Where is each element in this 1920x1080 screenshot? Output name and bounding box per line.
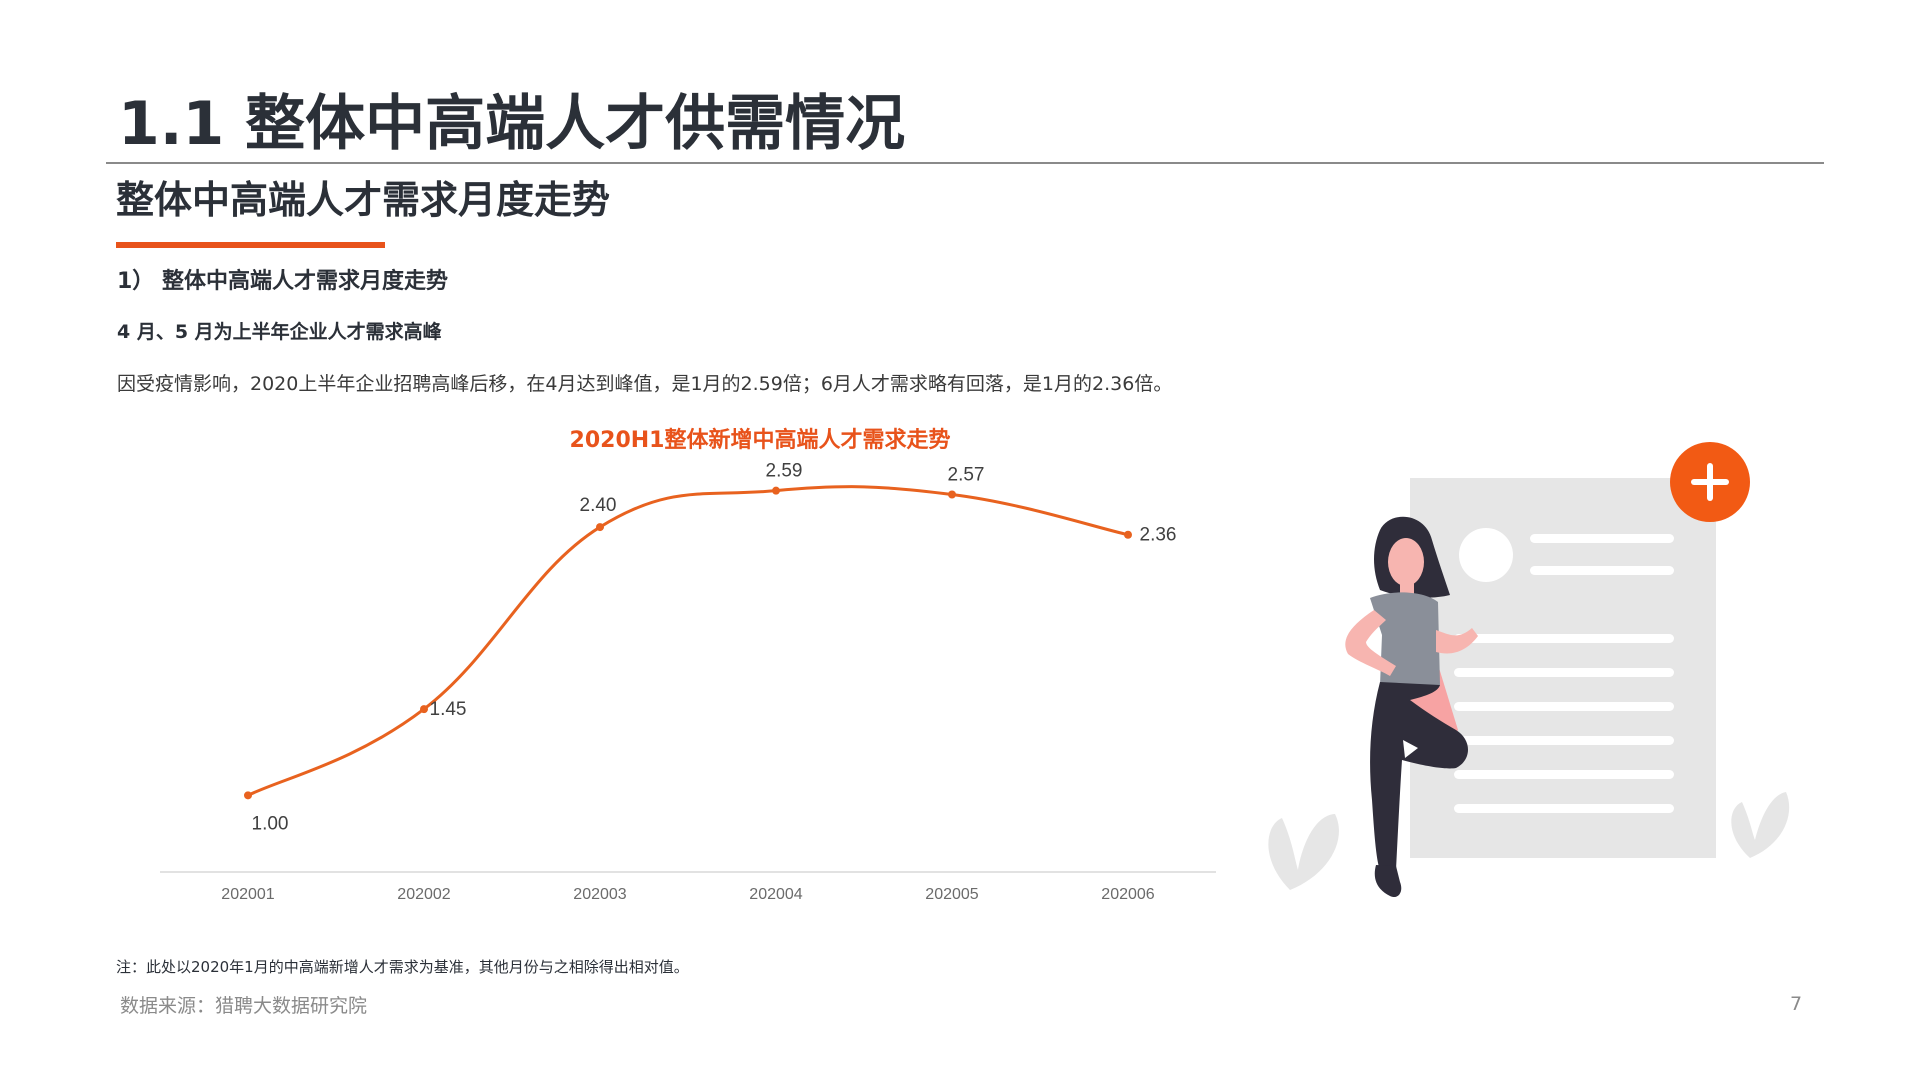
data-point-202006 — [1124, 530, 1132, 539]
series-line — [247, 485, 1129, 797]
x-tick-label-202002: 202002 — [397, 886, 450, 903]
document-icon — [1410, 478, 1716, 858]
section-heading: 1） 整体中高端人才需求月度走势 — [117, 269, 448, 294]
page-number: 7 — [1790, 993, 1803, 1015]
data-point-202001 — [244, 791, 252, 800]
person-figure — [1345, 516, 1478, 898]
data-label-202004: 2.59 — [766, 461, 803, 482]
page-title: 1.1 整体中高端人才供需情况 — [118, 89, 906, 159]
data-label-202002: 1.45 — [430, 699, 467, 720]
page-subtitle: 整体中高端人才需求月度走势 — [116, 178, 611, 222]
line-chart: 1.001.452.402.59 2.572.36 202001 202002 202… — [160, 461, 1216, 903]
data-point-202002 — [420, 705, 428, 714]
data-point-202003 — [596, 523, 604, 532]
x-tick-label-202001: 202001 — [221, 886, 274, 903]
data-label-202006: 2.36 — [1140, 525, 1177, 546]
data-point-202004 — [772, 486, 780, 495]
plus-icon — [1670, 442, 1750, 522]
x-tick-label-202003: 202003 — [573, 886, 626, 903]
x-tick-label-202006: 202006 — [1101, 886, 1154, 903]
chart-data-labels: 1.00 1.45 2.40 2.59 2.57 2.36 — [252, 461, 1177, 835]
illustration — [1268, 442, 1790, 898]
highlight-heading: 4 月、5 月为上半年企业人才需求高峰 — [117, 321, 442, 343]
x-tick-label-202004: 202004 — [749, 886, 802, 903]
x-tick-label-202005: 202005 — [925, 886, 978, 903]
data-point-202005 — [948, 490, 956, 499]
body-paragraph: 因受疫情影响，2020上半年企业招聘高峰后移，在4月达到峰值，是1月的2.59倍… — [117, 373, 1173, 395]
chart-tick-labels: 202001 202002 202003 202004 202005 202006 — [221, 886, 1154, 903]
data-label-202001: 1.00 — [252, 813, 289, 834]
chart-series-line — [247, 485, 1129, 797]
chart-footnote: 注：此处以2020年1月的中高端新增人才需求为基准，其他月份与之相除得出相对值。 — [116, 958, 689, 976]
chart-points — [244, 486, 1132, 800]
leaf-icon — [1268, 792, 1790, 890]
data-source: 数据来源：猎聘大数据研究院 — [120, 995, 368, 1017]
chart-title: 2020H1整体新增中高端人才需求走势 — [569, 428, 951, 453]
subtitle-underline — [116, 242, 385, 248]
data-label-202003: 2.40 — [580, 495, 617, 516]
data-label-202005: 2.57 — [948, 464, 985, 485]
title-divider — [106, 162, 1824, 164]
